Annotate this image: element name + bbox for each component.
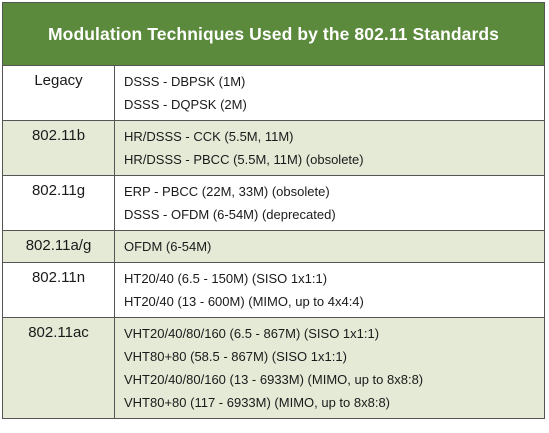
modulation-cell: ERP - PBCC (22M, 33M) (obsolete) DSSS - O…	[114, 175, 545, 231]
modulation-entry: HT20/40 (13 - 600M) (MIMO, up to 4x4:4)	[124, 294, 364, 309]
table-row: 802.11g ERP - PBCC (22M, 33M) (obsolete) D…	[2, 175, 545, 231]
modulation-entry: VHT80+80 (58.5 - 867M) (SISO 1x1:1)	[124, 349, 347, 364]
modulation-cell: DSSS - DBPSK (1M) DSSS - DQPSK (2M)	[114, 65, 545, 121]
standard-cell: 802.11b	[2, 120, 115, 176]
standard-cell: Legacy	[2, 65, 115, 121]
modulation-entry: DSSS - DBPSK (1M)	[124, 74, 246, 89]
standard-cell: 802.11g	[2, 175, 115, 231]
table-row: 802.11n HT20/40 (6.5 - 150M) (SISO 1x1:1)…	[2, 262, 545, 318]
modulation-cell: HR/DSSS - CCK (5.5M, 11M) HR/DSSS - PBCC …	[114, 120, 545, 176]
modulation-entry: DSSS - OFDM (6-54M) (deprecated)	[124, 207, 336, 222]
modulation-entry: HR/DSSS - PBCC (5.5M, 11M) (obsolete)	[124, 152, 364, 167]
modulation-entry: VHT80+80 (117 - 6933M) (MIMO, up to 8x8:…	[124, 395, 391, 410]
modulation-entry: HT20/40 (6.5 - 150M) (SISO 1x1:1)	[124, 271, 328, 286]
modulation-entry: HR/DSSS - CCK (5.5M, 11M)	[124, 129, 294, 144]
modulation-table: Modulation Techniques Used by the 802.11…	[2, 2, 545, 419]
table-title: Modulation Techniques Used by the 802.11…	[2, 2, 545, 66]
standard-cell: 802.11n	[2, 262, 115, 318]
standard-cell: 802.11a/g	[2, 230, 115, 263]
modulation-entry: VHT20/40/80/160 (13 - 6933M) (MIMO, up t…	[124, 372, 424, 387]
table-row: Legacy DSSS - DBPSK (1M) DSSS - DQPSK (2M)	[2, 65, 545, 121]
modulation-cell: HT20/40 (6.5 - 150M) (SISO 1x1:1) HT20/40…	[114, 262, 545, 318]
modulation-entry: DSSS - DQPSK (2M)	[124, 97, 247, 112]
table-row: 802.11a/g OFDM (6-54M)	[2, 230, 545, 263]
modulation-entry: VHT20/40/80/160 (6.5 - 867M) (SISO 1x1:1…	[124, 326, 380, 341]
table-row: 802.11b HR/DSSS - CCK (5.5M, 11M) HR/DSSS …	[2, 120, 545, 176]
table-header-row: Modulation Techniques Used by the 802.11…	[2, 2, 545, 66]
modulation-cell: VHT20/40/80/160 (6.5 - 867M) (SISO 1x1:1…	[114, 317, 545, 419]
modulation-cell: OFDM (6-54M)	[114, 230, 545, 263]
standard-cell: 802.11ac	[2, 317, 115, 419]
modulation-entry: OFDM (6-54M)	[124, 239, 212, 254]
table-body: Legacy DSSS - DBPSK (1M) DSSS - DQPSK (2M)…	[2, 65, 545, 419]
modulation-entry: ERP - PBCC (22M, 33M) (obsolete)	[124, 184, 330, 199]
table-row: 802.11ac VHT20/40/80/160 (6.5 - 867M) (SI…	[2, 317, 545, 419]
